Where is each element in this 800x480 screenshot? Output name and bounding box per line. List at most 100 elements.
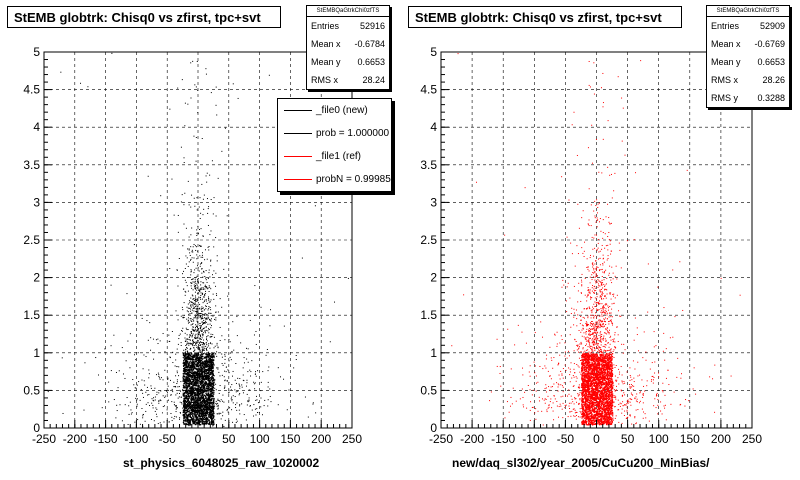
scatter-point <box>202 391 205 394</box>
scatter-point <box>595 388 598 390</box>
scatter-point <box>183 414 185 416</box>
scatter-point <box>209 398 211 400</box>
scatter-point <box>594 374 596 376</box>
scatter-point <box>189 383 192 385</box>
scatter-point <box>197 281 199 283</box>
scatter-point <box>189 415 191 417</box>
scatter-point <box>203 287 205 289</box>
scatter-point <box>590 389 593 392</box>
scatter-point <box>190 343 192 345</box>
scatter-point <box>201 367 204 370</box>
scatter-point <box>206 377 208 379</box>
scatter-point <box>200 364 202 367</box>
scatter-point <box>608 387 610 390</box>
scatter-point <box>192 418 194 421</box>
scatter-point <box>203 317 205 319</box>
scatter-point <box>209 368 211 370</box>
x-tick-label: 0 <box>195 432 202 446</box>
scatter-point <box>185 404 187 406</box>
scatter-point <box>194 282 196 284</box>
scatter-point <box>197 365 200 367</box>
scatter-point <box>586 394 588 396</box>
scatter-point <box>202 371 204 373</box>
scatter-point <box>111 52 113 54</box>
scatter-point <box>193 403 195 405</box>
scatter-point <box>191 385 194 387</box>
scatter-point <box>205 353 207 355</box>
scatter-point <box>222 394 224 396</box>
scatter-point <box>194 408 197 410</box>
scatter-point <box>190 282 192 284</box>
scatter-point <box>207 277 209 279</box>
scatter-point <box>175 353 177 355</box>
scatter-point <box>182 316 184 318</box>
scatter-point <box>138 381 140 383</box>
scatter-point <box>210 395 212 397</box>
scatter-point <box>198 376 200 378</box>
scatter-point <box>582 378 584 380</box>
scatter-point <box>186 398 188 400</box>
scatter-point <box>187 371 189 373</box>
scatter-point <box>201 318 203 320</box>
y-tick-label: 2.5 <box>23 233 40 247</box>
scatter-point <box>128 405 130 407</box>
scatter-point <box>208 420 210 422</box>
scatter-point <box>199 296 201 298</box>
scatter-point <box>186 329 188 331</box>
scatter-point <box>203 194 205 196</box>
scatter-point <box>209 407 212 409</box>
scatter-point <box>254 373 256 375</box>
scatter-point <box>605 374 607 377</box>
scatter-point <box>207 380 209 382</box>
x-tick-label: -100 <box>124 432 148 446</box>
scatter-point <box>186 368 188 370</box>
scatter-point <box>218 371 220 373</box>
scatter-point <box>600 415 603 418</box>
scatter-point <box>186 355 189 358</box>
scatter-point <box>148 377 150 379</box>
scatter-point <box>206 302 208 304</box>
scatter-point <box>211 378 213 380</box>
scatter-point <box>201 389 204 392</box>
scatter-point <box>148 394 150 396</box>
scatter-point <box>183 358 186 360</box>
scatter-point <box>210 325 212 327</box>
scatter-point <box>136 405 138 407</box>
scatter-point <box>197 365 199 367</box>
scatter-point <box>197 321 199 323</box>
scatter-point <box>202 396 205 399</box>
scatter-point <box>198 414 201 417</box>
scatter-point <box>190 405 193 407</box>
scatter-point <box>206 369 208 371</box>
scatter-point <box>235 404 237 406</box>
scatter-point <box>194 299 196 301</box>
scatter-point <box>194 303 196 305</box>
scatter-point <box>205 364 207 366</box>
scatter-point <box>224 385 226 387</box>
scatter-point <box>196 381 198 383</box>
scatter-point <box>239 404 241 406</box>
scatter-point <box>186 334 188 336</box>
scatter-point <box>599 378 601 380</box>
scatter-point <box>197 112 199 114</box>
scatter-point <box>193 365 195 367</box>
scatter-point <box>232 321 234 323</box>
scatter-point <box>206 318 208 320</box>
scatter-point <box>208 306 210 308</box>
scatter-point <box>189 412 191 415</box>
scatter-point <box>182 327 184 329</box>
scatter-point <box>191 415 194 417</box>
scatter-point <box>191 387 193 389</box>
scatter-point <box>110 284 112 286</box>
left-scatter-plot: -250 -200 -150 -100 -50 0 50 100 150 200 25000.511… <box>23 45 362 446</box>
scatter-point <box>210 364 212 366</box>
scatter-point <box>197 280 199 282</box>
scatter-point <box>206 387 208 389</box>
scatter-point <box>212 367 214 369</box>
scatter-point <box>586 376 588 378</box>
scatter-point <box>200 413 202 415</box>
scatter-point <box>592 405 594 407</box>
scatter-point <box>198 359 201 362</box>
scatter-point <box>176 407 178 409</box>
scatter-point <box>188 373 190 375</box>
